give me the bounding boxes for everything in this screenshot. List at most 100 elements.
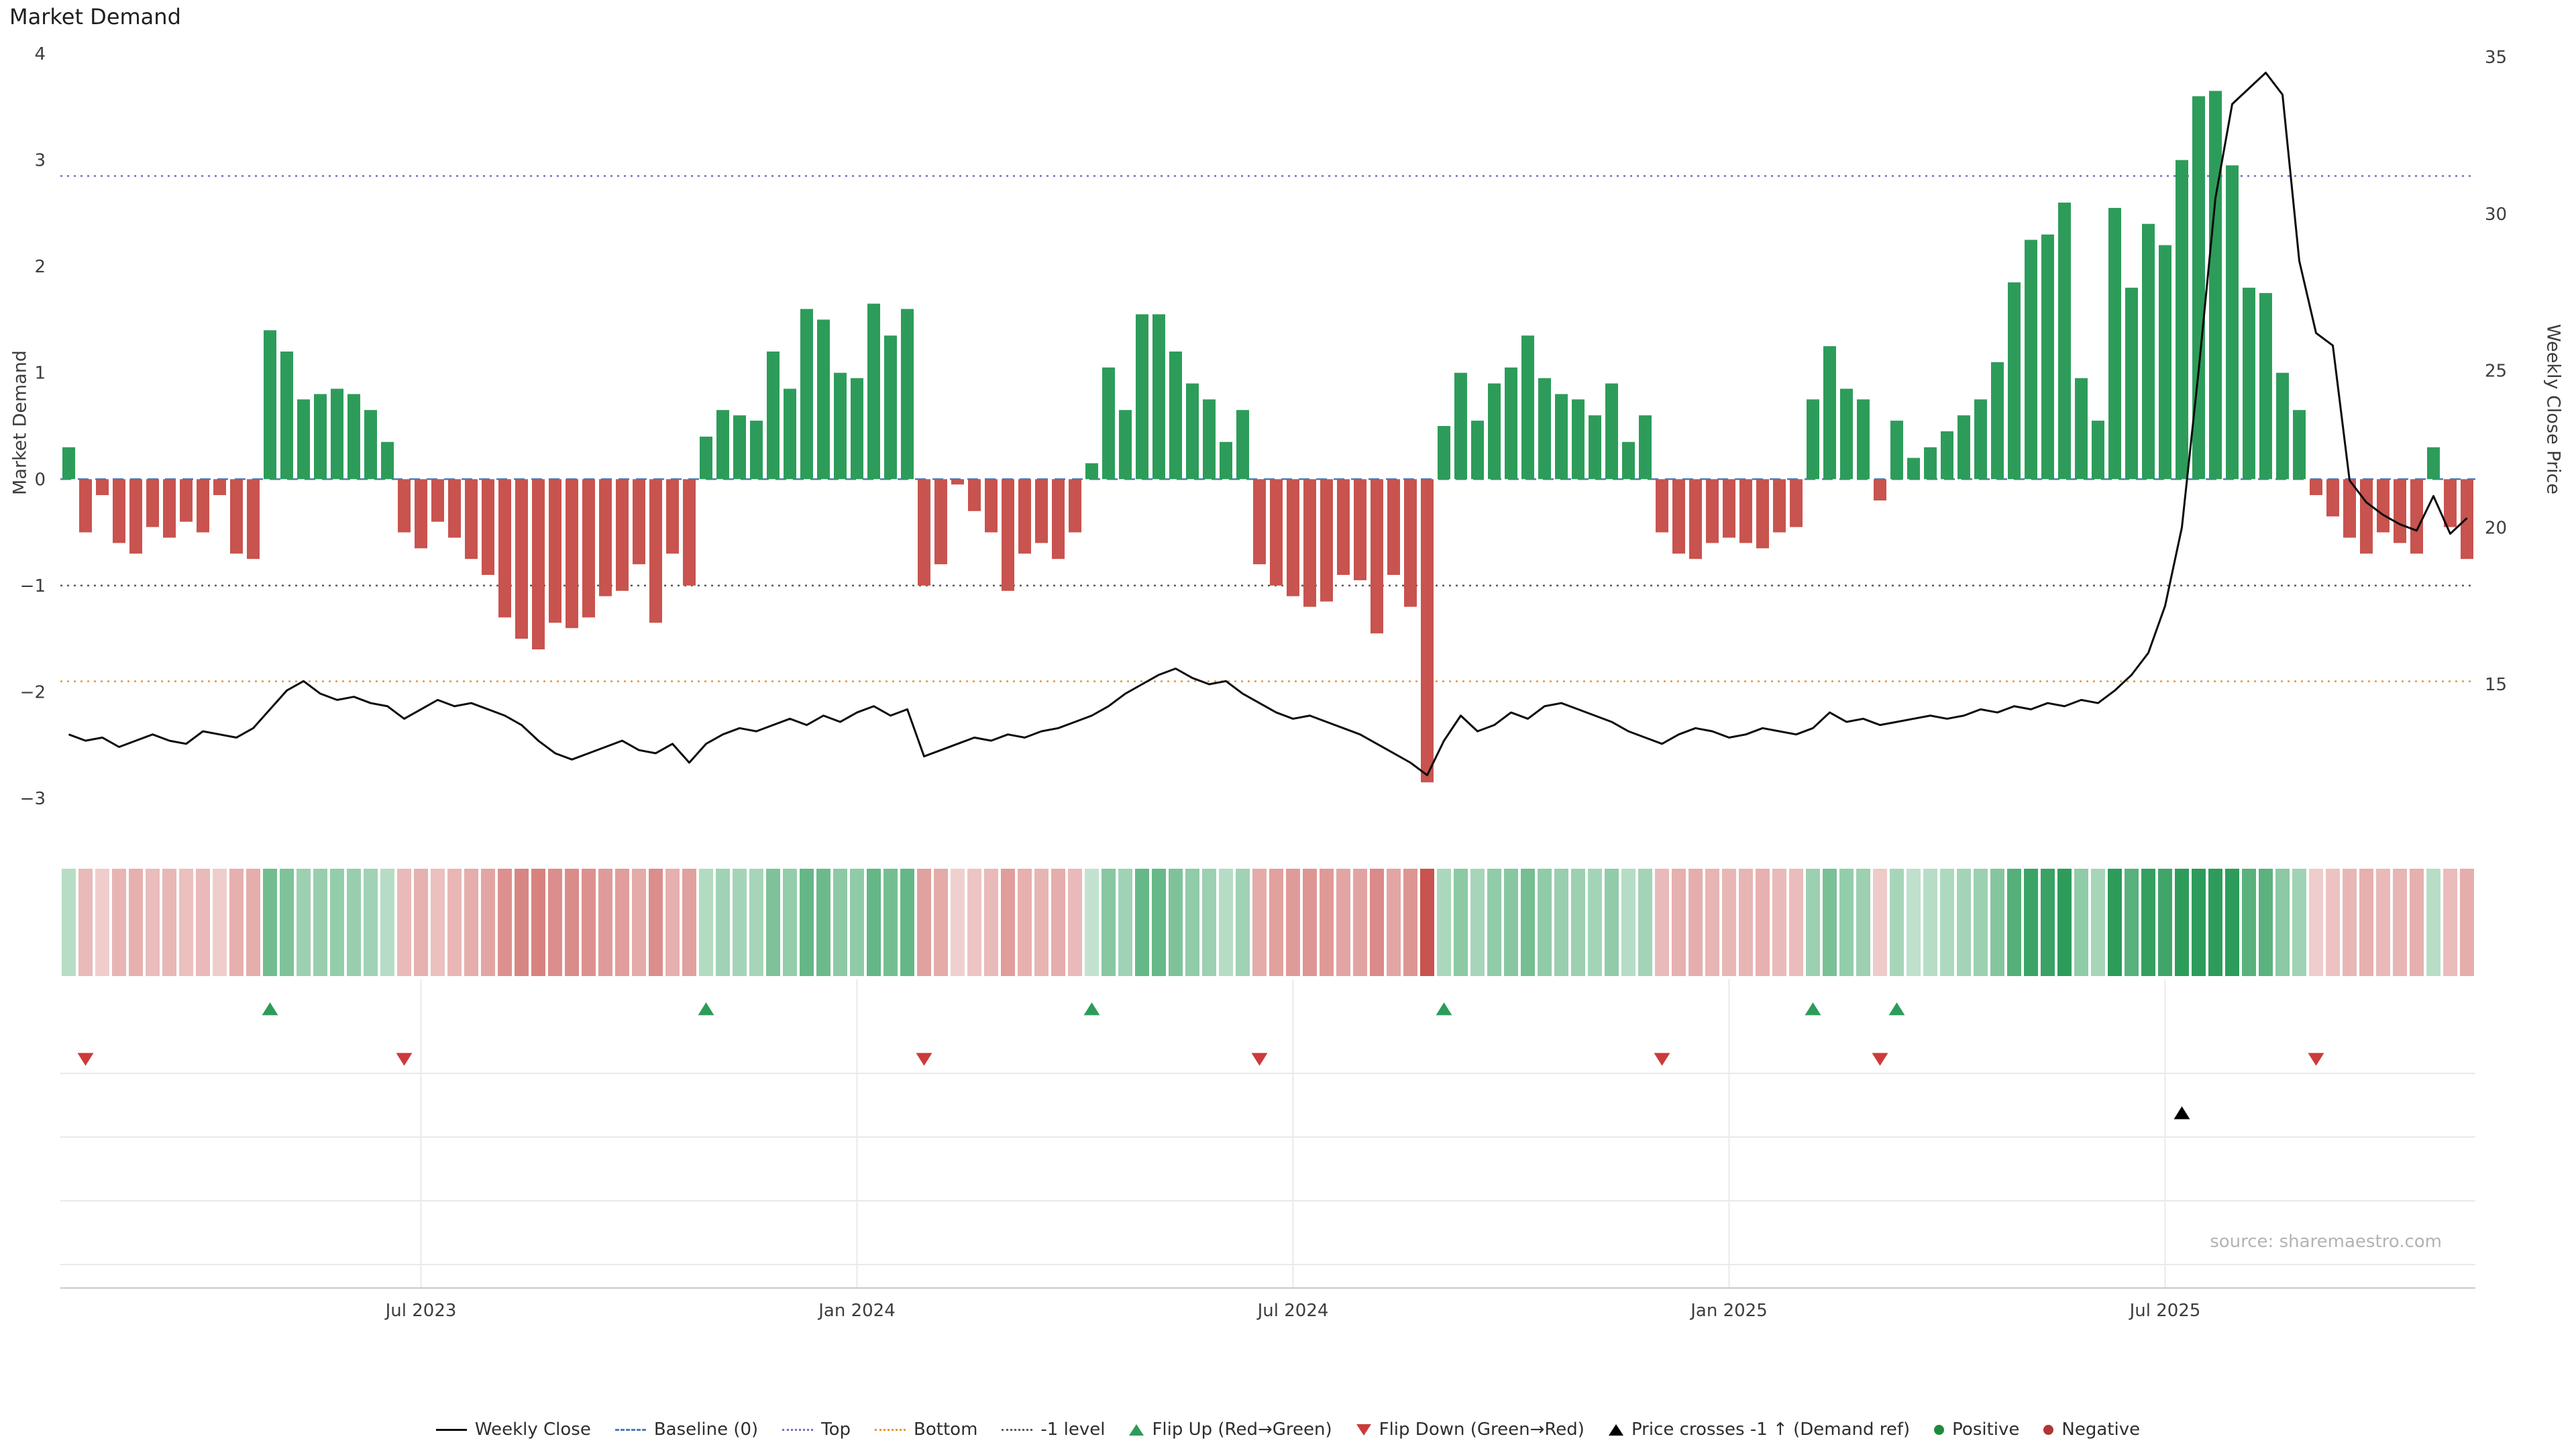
demand-bar xyxy=(834,372,847,480)
demand-bar xyxy=(683,479,696,586)
heatmap-cell xyxy=(481,869,495,976)
demand-bar xyxy=(616,479,629,591)
heatmap-cell xyxy=(1303,869,1317,976)
heatmap-cell xyxy=(1856,869,1870,976)
source-credit: source: sharemaestro.com xyxy=(2210,1232,2442,1252)
heatmap-cell xyxy=(95,869,109,976)
heatmap-cell xyxy=(531,869,545,976)
flip-down-marker xyxy=(1251,1053,1268,1066)
heatmap-cell xyxy=(951,869,965,976)
demand-bar xyxy=(515,479,528,639)
demand-bar xyxy=(884,335,897,480)
demand-bar xyxy=(1136,314,1148,480)
demand-bar xyxy=(951,479,964,485)
demand-bar xyxy=(549,479,561,623)
heatmap-cell xyxy=(1454,869,1468,976)
heatmap-cell xyxy=(297,869,311,976)
demand-bar xyxy=(1387,479,1400,575)
heatmap-cell xyxy=(1085,869,1099,976)
heatmap-cell xyxy=(1487,869,1501,976)
flip-up-marker xyxy=(1805,1002,1821,1016)
demand-bar xyxy=(2226,165,2239,480)
demand-bar xyxy=(1488,383,1501,480)
demand-bar xyxy=(1371,479,1383,634)
heatmap-cell xyxy=(2024,869,2038,976)
demand-bar xyxy=(1303,479,1316,607)
demand-bar xyxy=(498,479,511,618)
legend-label: Baseline (0) xyxy=(653,1419,759,1440)
heatmap-cell xyxy=(1219,869,1233,976)
demand-bar xyxy=(1941,431,1953,480)
y-left-tick-label: 2 xyxy=(34,257,46,277)
demand-bar xyxy=(1723,479,1735,538)
demand-bar xyxy=(431,479,444,522)
y-left-tick-label: −2 xyxy=(20,682,46,702)
demand-bar xyxy=(532,479,545,649)
y-right-tick-label: 30 xyxy=(2485,205,2507,225)
heatmap-cell xyxy=(1387,869,1401,976)
demand-bar xyxy=(2310,479,2322,496)
demand-bar xyxy=(1438,426,1450,480)
heatmap-cell xyxy=(2108,869,2122,976)
legend-item-negative: Negative xyxy=(2043,1419,2140,1440)
price-cross-marker xyxy=(2174,1106,2190,1120)
demand-bar xyxy=(2192,96,2205,480)
heatmap-cell xyxy=(967,869,981,976)
legend-symbol-tri-down-icon xyxy=(1356,1424,1371,1436)
demand-bar xyxy=(213,479,226,496)
heatmap-cell xyxy=(1286,869,1300,976)
heatmap-cell xyxy=(246,869,260,976)
x-tick-label: Jan 2024 xyxy=(817,1301,896,1321)
demand-bar xyxy=(2125,287,2138,480)
legend-symbol-tri-up-icon xyxy=(1608,1424,1623,1436)
demand-bar xyxy=(1739,479,1752,543)
demand-bar xyxy=(1220,441,1232,480)
heatmap-cell xyxy=(833,869,847,976)
demand-bar xyxy=(297,399,310,480)
heatmap-cell xyxy=(800,869,814,976)
demand-bar xyxy=(2008,282,2021,480)
demand-bar xyxy=(733,415,746,480)
heatmap-cell xyxy=(1018,869,1032,976)
heatmap-cell xyxy=(615,869,629,976)
heatmap-cell xyxy=(2057,869,2072,976)
demand-bar xyxy=(113,479,125,543)
demand-bar xyxy=(1706,479,1719,543)
heatmap-cell xyxy=(1907,869,1921,976)
heatmap-cell xyxy=(2225,869,2239,976)
heatmap-cell xyxy=(1437,869,1451,976)
demand-bar xyxy=(1085,463,1098,480)
heatmap-cell xyxy=(213,869,227,976)
heatmap-cell xyxy=(883,869,898,976)
heatmap-cell xyxy=(1705,869,1719,976)
demand-bar xyxy=(599,479,612,596)
demand-bar xyxy=(1773,479,1786,533)
legend-item-top: Top xyxy=(782,1419,851,1440)
heatmap-cell xyxy=(280,869,294,976)
demand-bar xyxy=(1756,479,1769,549)
heatmap-cell xyxy=(129,869,143,976)
legend-symbol-dot-icon xyxy=(1934,1424,1945,1435)
demand-bar xyxy=(1337,479,1350,575)
heatmap-cell xyxy=(196,869,210,976)
flip-down-marker xyxy=(396,1053,413,1066)
heatmap-cell xyxy=(62,869,76,976)
heatmap-cell xyxy=(1185,869,1199,976)
demand-bar xyxy=(784,388,796,480)
legend-symbol-dotted-icon xyxy=(782,1428,814,1431)
legend-item-flip-down-green-red: Flip Down (Green→Red) xyxy=(1356,1419,1585,1440)
heatmap-cell xyxy=(1118,869,1132,976)
heatmap-cell xyxy=(2426,869,2440,976)
legend-symbol-tri-up-icon xyxy=(1129,1424,1144,1436)
demand-bar xyxy=(2108,207,2121,480)
y-right-tick-label: 20 xyxy=(2485,518,2507,538)
demand-bar xyxy=(1287,479,1299,596)
flip-down-marker xyxy=(1872,1053,1888,1066)
demand-bar xyxy=(163,479,176,538)
heatmap-cell xyxy=(733,869,747,976)
heatmap-cell xyxy=(1571,869,1585,976)
heatmap-cell xyxy=(984,869,998,976)
heatmap-cell xyxy=(1688,869,1703,976)
heatmap-cell xyxy=(1739,869,1753,976)
